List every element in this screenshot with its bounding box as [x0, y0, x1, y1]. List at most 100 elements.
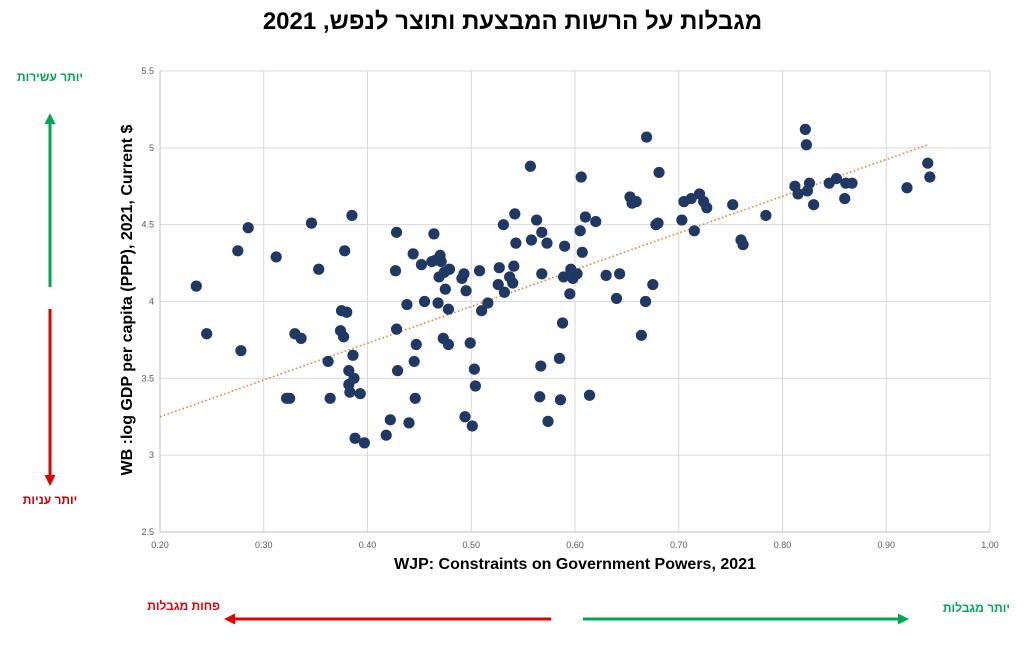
data-point-92	[571, 268, 583, 280]
data-point-35	[403, 417, 415, 429]
data-point-112	[676, 214, 688, 226]
tick-labels: 0.20 0.30 0.40 0.50 0.60 0.70 0.80 0.90 1.00 2.5 3…	[141, 66, 998, 550]
data-point-54	[443, 263, 456, 275]
poorer-label: יותר עניות	[22, 493, 78, 507]
data-point-79	[535, 360, 547, 372]
data-point-71	[507, 277, 519, 289]
data-point-56	[458, 268, 470, 280]
data-point-9	[295, 332, 307, 344]
data-point-115	[688, 225, 700, 237]
data-point-23	[347, 349, 359, 361]
data-point-137	[924, 171, 936, 183]
data-point-48	[435, 255, 447, 268]
data-point-98	[590, 215, 602, 228]
data-point-61	[468, 363, 480, 375]
data-point-99	[600, 269, 612, 281]
richer-label: יותר עשירות	[17, 70, 83, 84]
data-point-118	[701, 202, 713, 214]
data-point-63	[473, 265, 486, 277]
data-point-31	[390, 226, 403, 238]
data-point-58	[460, 285, 472, 297]
y-tick-label-2: 3.5	[141, 373, 154, 383]
data-point-89	[564, 288, 576, 300]
data-point-122	[760, 209, 772, 222]
data-point-119	[727, 199, 739, 211]
data-point-76	[525, 234, 538, 246]
data-point-16	[338, 331, 350, 343]
data-point-52	[442, 338, 455, 351]
data-point-126	[800, 139, 812, 151]
data-point-82	[541, 237, 553, 249]
data-point-86	[556, 317, 569, 329]
data-point-29	[384, 414, 396, 426]
data-point-104	[630, 196, 642, 208]
data-point-38	[409, 392, 421, 404]
data-point-30	[389, 265, 402, 277]
chart-title: מגבלות על הרשות המבצעת ותוצר לנפש, 2021	[262, 8, 763, 35]
data-point-12	[322, 355, 334, 368]
arrow-left-red	[224, 613, 551, 625]
data-point-83	[542, 415, 554, 427]
x-axis-label: WJP: Constraints on Government Powers, 2…	[394, 556, 756, 573]
data-point-26	[354, 388, 366, 400]
data-point-78	[534, 391, 546, 403]
data-point-5	[270, 251, 282, 263]
data-point-39	[410, 338, 422, 351]
data-point-69	[498, 286, 511, 298]
data-point-51	[439, 283, 451, 295]
data-point-75	[524, 160, 536, 172]
direction-arrows	[44, 113, 909, 625]
data-point-96	[579, 211, 591, 223]
data-point-22	[346, 209, 358, 222]
data-point-59	[464, 337, 476, 349]
data-point-111	[653, 166, 665, 179]
data-point-34	[401, 298, 413, 311]
data-point-2	[232, 245, 244, 257]
arrow-down-red	[44, 309, 56, 486]
data-point-3	[235, 345, 247, 357]
data-point-94	[575, 171, 587, 183]
data-point-131	[830, 172, 843, 185]
data-point-0	[190, 280, 202, 292]
data-point-135	[901, 182, 913, 194]
data-point-93	[574, 225, 586, 237]
data-point-84	[553, 352, 566, 364]
x-tick-label-1: 0.30	[255, 540, 273, 550]
data-point-107	[640, 131, 653, 143]
data-point-11	[313, 263, 325, 275]
data-point-65	[482, 297, 494, 309]
data-point-134	[846, 177, 858, 189]
y-tick-label-1: 3	[149, 450, 154, 460]
data-points	[190, 123, 936, 449]
data-point-43	[428, 228, 440, 240]
y-tick-label-5: 5	[149, 143, 154, 153]
data-point-101	[614, 268, 626, 280]
data-point-124	[792, 188, 804, 200]
data-point-62	[469, 380, 481, 392]
data-point-88	[559, 240, 571, 252]
data-point-10	[305, 217, 318, 229]
axes	[159, 71, 990, 533]
data-point-28	[380, 429, 392, 441]
x-tick-label-8: 1.00	[981, 540, 999, 550]
data-point-64	[476, 305, 488, 317]
data-point-114	[685, 192, 697, 205]
data-point-25	[349, 432, 361, 444]
data-point-60	[466, 420, 478, 432]
data-point-18	[341, 306, 353, 318]
data-point-132	[839, 192, 851, 205]
x-tick-label-0: 0.20	[151, 540, 169, 550]
less-constraints-label: פחות מגבלות	[147, 599, 220, 613]
y-tick-label-3: 4	[149, 297, 154, 307]
data-point-129	[808, 199, 820, 211]
data-point-24	[348, 372, 360, 384]
data-point-45	[432, 297, 444, 309]
data-point-40	[415, 259, 428, 271]
y-tick-label-0: 2.5	[141, 527, 154, 537]
arrow-up-green	[44, 113, 56, 287]
data-point-80	[536, 226, 548, 238]
data-point-77	[531, 214, 543, 226]
data-point-41	[418, 295, 431, 308]
data-point-4	[242, 222, 254, 234]
data-point-110	[652, 217, 664, 229]
